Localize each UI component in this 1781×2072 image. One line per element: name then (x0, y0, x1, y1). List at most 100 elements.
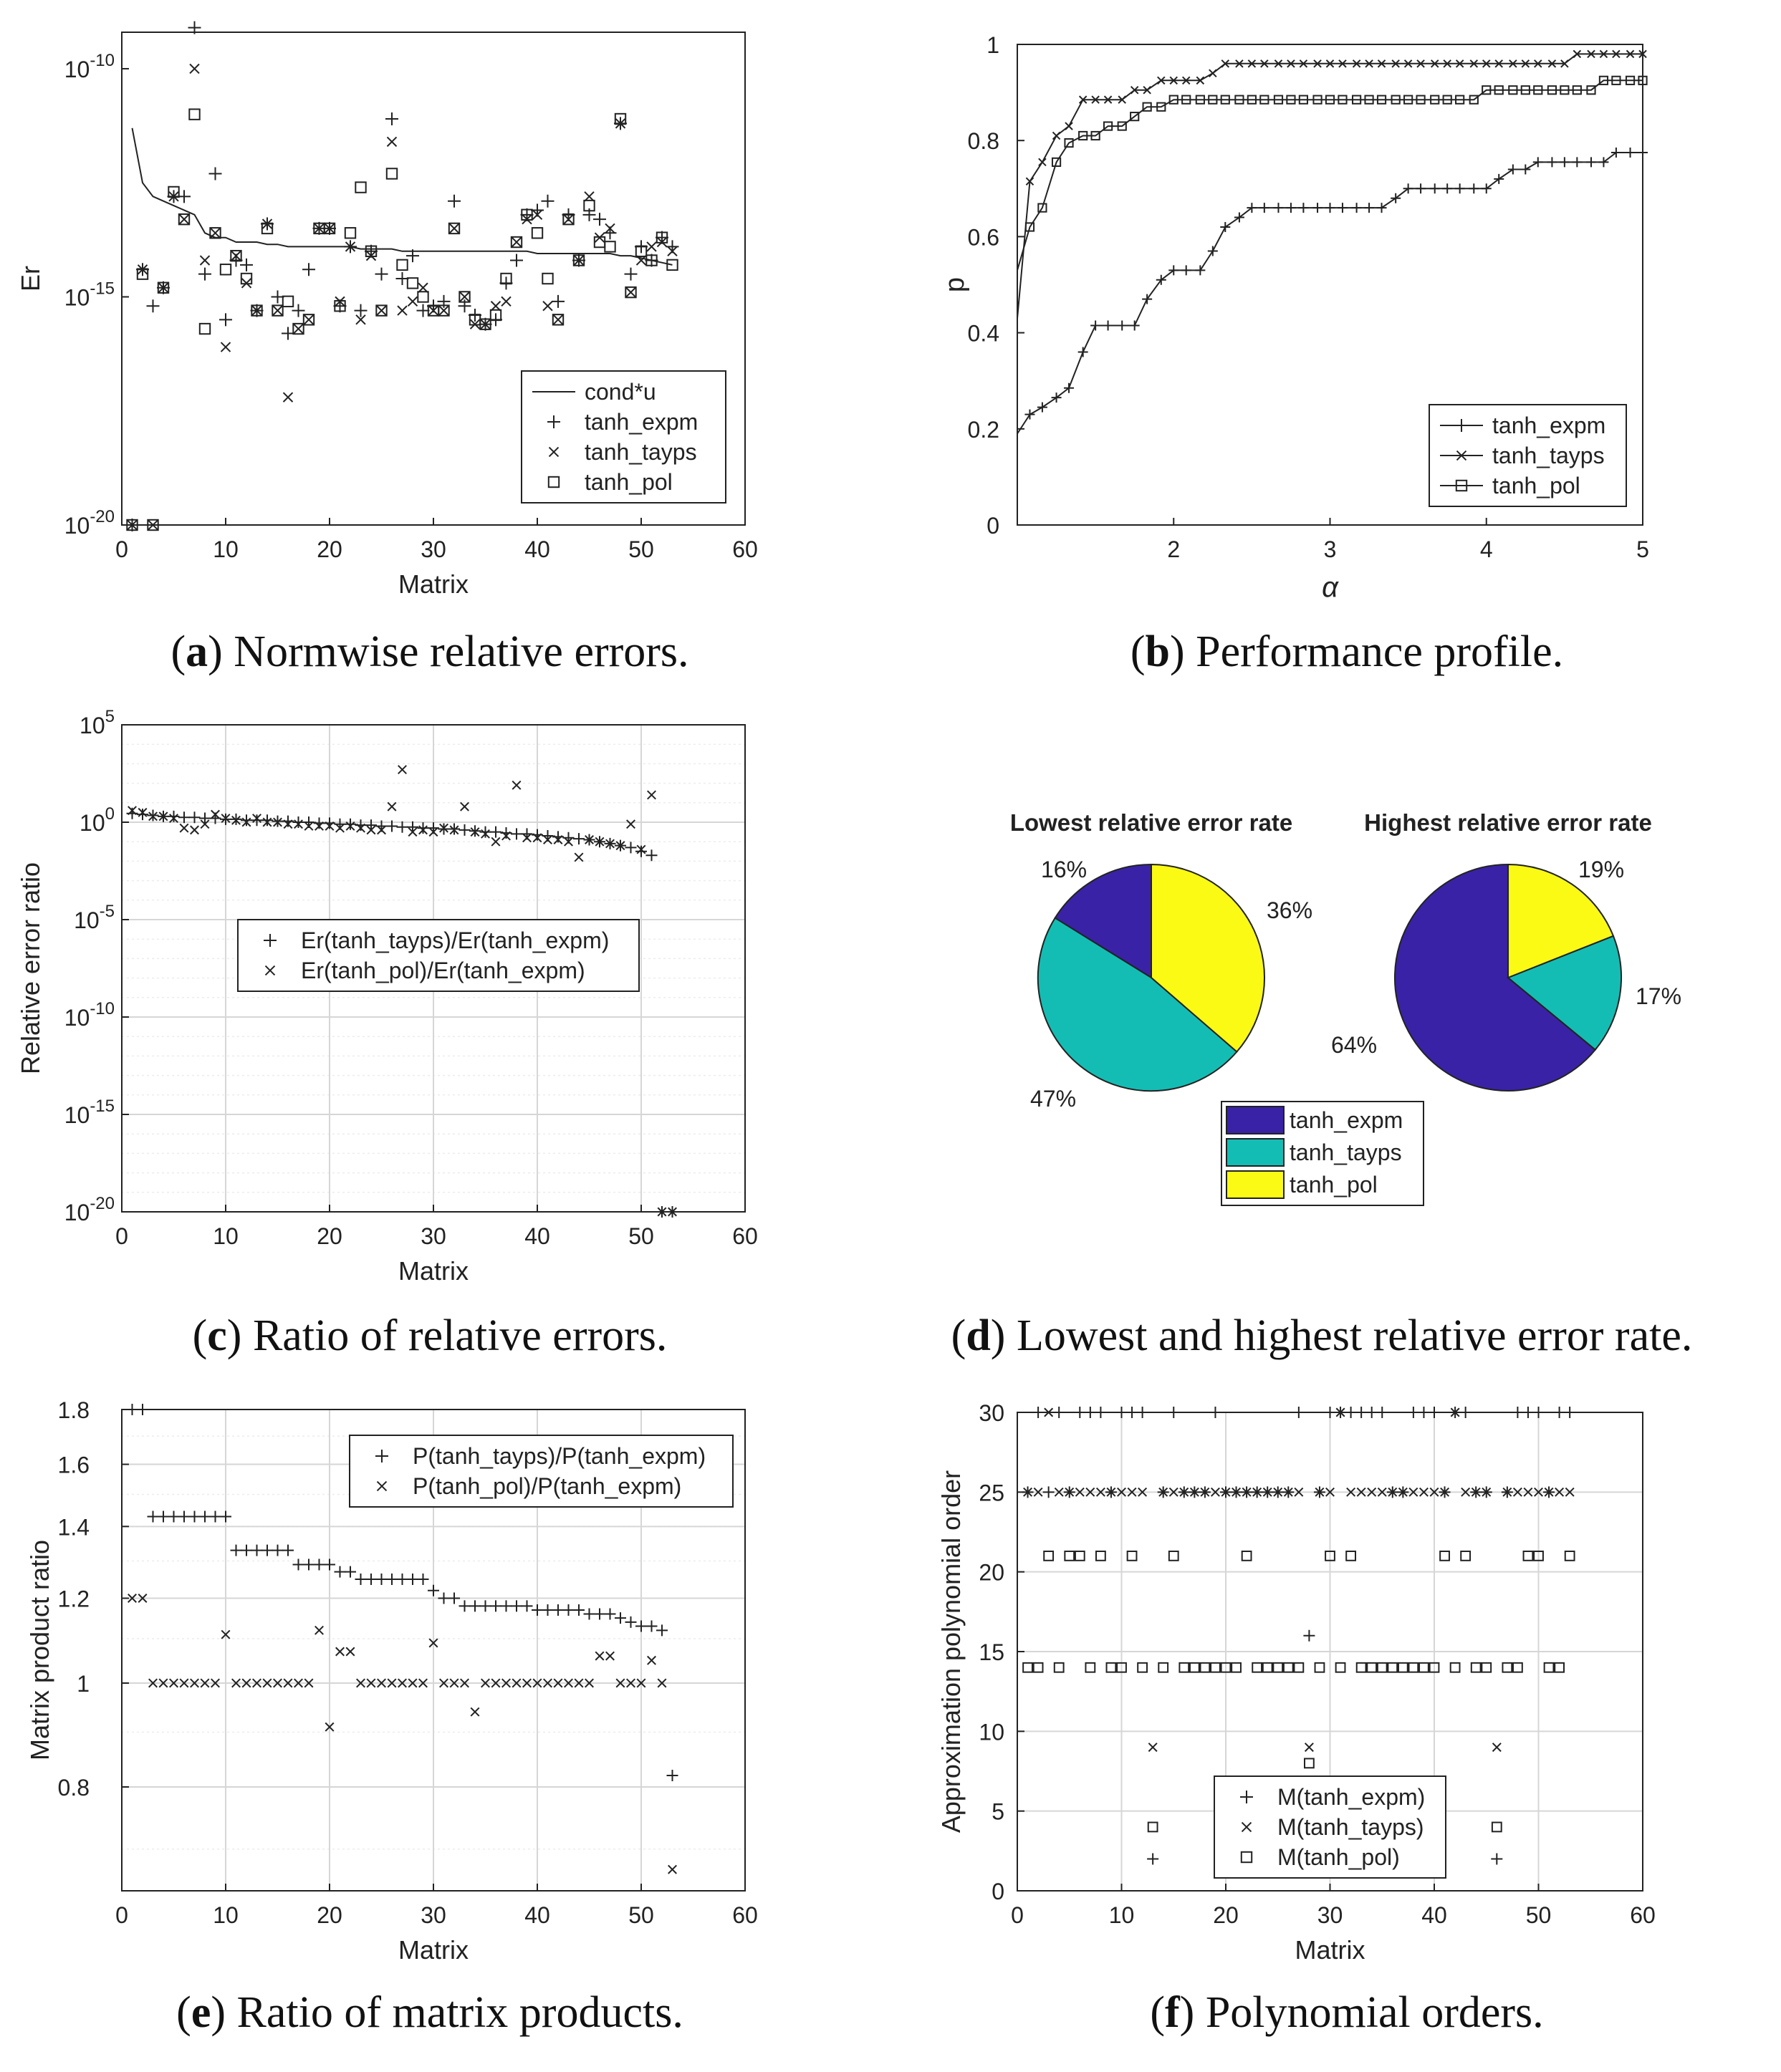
data-point-tanh_tayps (1391, 59, 1400, 68)
data-point (1314, 1662, 1325, 1673)
data-point-tanh_expm (1207, 246, 1218, 256)
data-point-tanh_expm (1364, 203, 1375, 213)
data-point-tanh_tayps (1430, 59, 1439, 68)
data-point (552, 1604, 564, 1616)
y-tick-label: 10-20 (64, 507, 115, 539)
data-point-tanh_tayps (1103, 95, 1113, 104)
data-point (594, 1608, 605, 1620)
data-point (126, 807, 138, 819)
data-point (1346, 1487, 1356, 1497)
data-point (365, 1573, 377, 1585)
data-point (1450, 1407, 1460, 1417)
y-tick-label: 0.2 (968, 417, 999, 443)
data-point-tanh_pol (1611, 75, 1621, 85)
data-point (345, 1566, 356, 1578)
data-point-tanh_tayps (1612, 49, 1621, 59)
pie-label: 64% (1331, 1032, 1377, 1058)
data-point-tanh_expm (282, 327, 294, 340)
data-point (626, 819, 635, 829)
data-point (615, 1678, 625, 1688)
data-point (190, 1678, 199, 1688)
data-point-tanh_expm (1494, 173, 1504, 184)
data-point (1502, 1662, 1513, 1673)
data-point-tanh_tayps (1377, 59, 1386, 68)
data-point-tanh_expm (1285, 203, 1296, 213)
data-point-tanh_expm (375, 267, 388, 281)
pie-slice-tanh_expm (1054, 863, 1152, 979)
data-point-tanh_pol (261, 222, 274, 235)
data-point (313, 1558, 325, 1571)
data-point (262, 1678, 272, 1688)
data-point (408, 827, 418, 837)
data-point-tanh_tayps (573, 255, 585, 266)
data-point (1335, 1662, 1346, 1673)
data-point (128, 1594, 137, 1603)
pie-lowest: Lowest relative error rate 16% 47% 36% (1010, 809, 1312, 1112)
data-point-tanh_pol (1051, 157, 1062, 167)
data-point-tanh_pol (552, 314, 565, 326)
data-point-tanh_tayps (1573, 49, 1582, 59)
data-point-tanh_expm (1273, 203, 1284, 213)
data-point (355, 819, 367, 832)
data-point (470, 827, 480, 837)
data-point-tanh_tayps (1352, 59, 1361, 68)
legend-marker (547, 476, 560, 488)
legend-marker (264, 965, 276, 976)
y-axis-label: Approximation polynomial order (936, 1470, 966, 1833)
data-point-tanh_pol (168, 185, 180, 198)
legend-a: cond*u tanh_expm tanh_tayps tanh_pol (521, 370, 726, 503)
data-point (1365, 1407, 1378, 1418)
y-axis-label: Relative error ratio (16, 862, 45, 1074)
data-point-tanh_tayps (1038, 158, 1047, 167)
data-point (1231, 1662, 1242, 1673)
data-point (282, 1544, 294, 1556)
legend-label: M(tanh_pol) (1277, 1844, 1400, 1870)
data-point-tanh_expm (178, 190, 191, 203)
data-point-tanh_pol (1416, 95, 1426, 105)
data-point-tanh_expm (1234, 212, 1244, 223)
data-point-tanh_tayps (438, 305, 449, 316)
data-point (459, 824, 471, 836)
data-point-tanh_tayps (552, 314, 564, 325)
data-point-tanh_pol (1508, 85, 1518, 95)
line-tanh_pol (1017, 79, 1643, 271)
data-point-tanh_tayps (542, 301, 553, 312)
data-point-tanh_pol (1494, 85, 1504, 95)
data-point (1232, 1487, 1242, 1497)
pie-title: Highest relative error rate (1364, 809, 1652, 836)
data-point (345, 1647, 355, 1657)
data-point-tanh_pol (396, 259, 408, 271)
data-point-tanh_tayps (127, 519, 138, 531)
data-point (615, 1612, 626, 1624)
data-point (1532, 1407, 1545, 1418)
pie-title: Lowest relative error rate (1010, 809, 1292, 836)
data-point-tanh_pol (1208, 95, 1218, 105)
x-tick-label: 10 (1109, 1902, 1135, 1928)
data-point-tanh_pol (251, 304, 263, 317)
x-tick-label: 2 (1167, 536, 1180, 562)
data-point (294, 819, 303, 829)
data-point-tanh_pol (302, 314, 315, 326)
data-point-tanh_tayps (407, 296, 418, 307)
data-point-tanh_tayps (282, 392, 294, 403)
data-point (1053, 1662, 1065, 1673)
data-point-tanh_tayps (1587, 49, 1595, 59)
data-point (211, 809, 220, 819)
data-point-tanh_tayps (1313, 59, 1322, 68)
x-axis-label: Matrix (398, 1935, 469, 1965)
data-point (190, 825, 199, 835)
data-point (315, 1625, 324, 1635)
data-point (398, 765, 407, 775)
data-point (459, 1600, 471, 1612)
data-point (158, 1510, 169, 1523)
data-point-tanh_pol (1482, 85, 1492, 95)
data-point-tanh_pol (583, 199, 595, 212)
data-point-tanh_expm (1598, 157, 1609, 168)
data-point (261, 814, 273, 827)
data-point-tanh_tayps (1169, 76, 1178, 85)
data-point (1555, 1487, 1565, 1497)
data-point (1106, 1487, 1116, 1497)
data-point (178, 811, 190, 824)
data-point-tanh_pol (198, 322, 211, 335)
data-point-tanh_pol (479, 318, 491, 330)
